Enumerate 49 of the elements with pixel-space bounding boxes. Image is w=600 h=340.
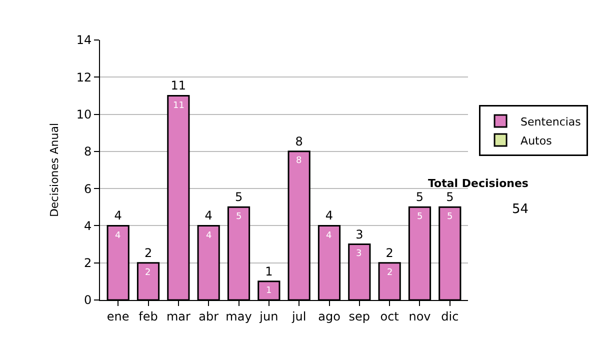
annotation: 1 xyxy=(265,264,273,278)
legend-label: Sentencias xyxy=(520,115,582,128)
y-axis-title: Decisiones Anual xyxy=(48,122,61,218)
annotation: 8 xyxy=(295,134,303,148)
y-tick-label: 0 xyxy=(84,293,92,308)
annotation: Total Decisiones xyxy=(428,177,529,190)
annotation: 4 xyxy=(114,208,122,223)
x-tick-label: oct xyxy=(380,309,400,324)
annotation: 3 xyxy=(356,227,364,242)
text: 54 xyxy=(512,202,529,217)
annotation: 5 xyxy=(234,190,243,204)
annotation: 4 xyxy=(325,208,334,223)
data-label: 11 xyxy=(173,101,184,111)
data-label: 4 xyxy=(326,231,332,241)
x-tick-label: abr xyxy=(198,309,219,324)
x-tick-label: feb xyxy=(138,309,158,324)
x-tick-label: dic xyxy=(441,309,459,324)
x-tick-label: may xyxy=(226,309,252,324)
y-tick-label: 2 xyxy=(84,256,92,270)
x-tick-label: ene xyxy=(106,309,130,324)
x-tick-label: sep xyxy=(348,309,370,324)
x-tick-label: jun xyxy=(258,309,278,324)
annotation: 11 xyxy=(170,78,186,93)
data-label: 2 xyxy=(387,268,393,278)
y-tick-label: 14 xyxy=(76,33,92,48)
y-tick-label: 12 xyxy=(76,70,92,84)
data-label: 4 xyxy=(206,231,212,241)
y-tick-label: 6 xyxy=(84,182,92,196)
annotation: 5 xyxy=(446,190,454,204)
data-label: 2 xyxy=(145,268,151,278)
data-label: 5 xyxy=(236,212,242,222)
data-label: 8 xyxy=(296,156,302,166)
y-tick-label: 10 xyxy=(76,107,92,122)
y-tick-label: 4 xyxy=(84,218,92,233)
data-label: 5 xyxy=(417,212,423,222)
x-tick-label: mar xyxy=(166,309,190,324)
annotation: 2 xyxy=(144,246,152,260)
x-tick-label: jul xyxy=(290,309,306,324)
annotation: 2 xyxy=(386,246,394,260)
x-tick-label: nov xyxy=(408,309,431,324)
data-label: 5 xyxy=(447,212,453,222)
legend-label: Autos xyxy=(520,134,552,148)
annotation: 4 xyxy=(204,208,212,223)
annotation: 5 xyxy=(416,190,424,204)
y-tick-label: 8 xyxy=(84,144,92,159)
x-tick-label: ago xyxy=(318,309,340,324)
data-label: 1 xyxy=(266,286,272,296)
data-label: 3 xyxy=(356,249,362,259)
data-label: 4 xyxy=(115,231,121,241)
